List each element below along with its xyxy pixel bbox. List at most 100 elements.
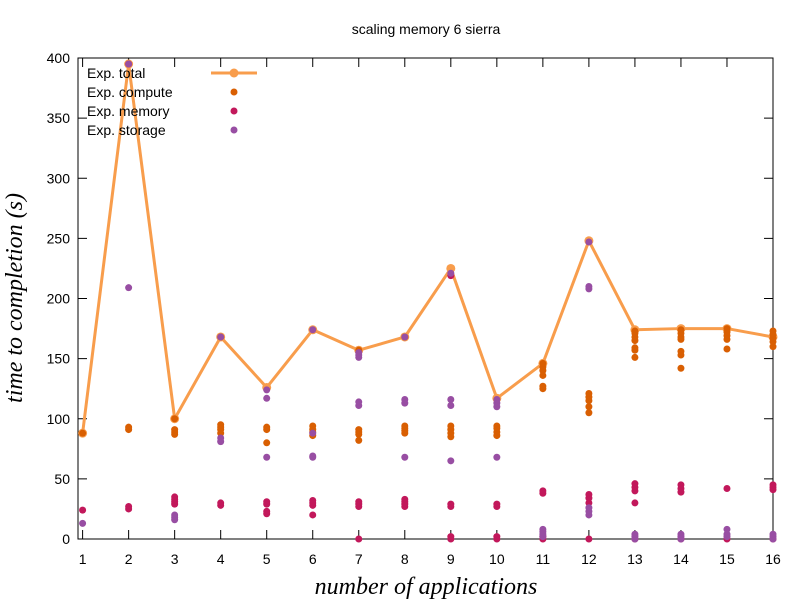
data-point xyxy=(769,481,777,489)
series-1 xyxy=(79,325,777,447)
y-tick-label: 100 xyxy=(47,411,71,427)
legend-swatch xyxy=(229,68,239,78)
data-point xyxy=(355,349,363,357)
data-point xyxy=(263,453,271,461)
data-point xyxy=(631,327,639,335)
x-tick-label: 6 xyxy=(309,551,317,567)
data-point xyxy=(263,423,271,431)
data-point xyxy=(447,269,455,277)
x-tick-label: 13 xyxy=(627,551,643,567)
data-point xyxy=(79,519,87,527)
data-point xyxy=(79,429,87,437)
y-tick-label: 250 xyxy=(47,230,71,246)
data-point xyxy=(539,487,547,495)
data-point xyxy=(585,499,593,507)
x-tick-label: 9 xyxy=(447,551,455,567)
data-point xyxy=(585,389,593,397)
data-point xyxy=(539,382,547,390)
chart-title: scaling memory 6 sierra xyxy=(352,21,501,37)
y-axis-label: time to completion (s) xyxy=(2,193,28,403)
series-3 xyxy=(79,60,777,543)
y-tick-label: 200 xyxy=(47,291,71,307)
x-tick-label: 10 xyxy=(489,551,505,567)
data-point xyxy=(447,457,455,465)
plot-frame xyxy=(77,57,774,540)
data-point xyxy=(309,511,317,519)
data-point xyxy=(401,495,409,503)
data-point xyxy=(355,398,363,406)
x-tick-label: 14 xyxy=(673,551,689,567)
data-point xyxy=(585,504,593,512)
data-point xyxy=(79,506,87,514)
data-point xyxy=(447,500,455,508)
data-point xyxy=(585,282,593,290)
data-point xyxy=(217,333,225,341)
x-tick-label: 7 xyxy=(355,551,363,567)
data-point xyxy=(677,481,685,489)
data-point xyxy=(585,403,593,411)
data-point xyxy=(401,333,409,341)
data-point xyxy=(447,396,455,404)
data-point xyxy=(723,525,731,533)
legend-swatch xyxy=(230,126,238,134)
legend-label: Exp. memory xyxy=(87,103,169,119)
data-point xyxy=(401,396,409,404)
data-point xyxy=(217,434,225,442)
data-point xyxy=(493,533,501,541)
data-point xyxy=(723,325,731,333)
data-point xyxy=(769,530,777,538)
data-point xyxy=(263,507,271,515)
series-0 xyxy=(78,59,778,438)
plot-area xyxy=(78,59,778,543)
data-point xyxy=(263,498,271,506)
data-point xyxy=(493,500,501,508)
data-point xyxy=(125,423,133,431)
y-axis: 0 50 100 150 200 250 300 350 400 xyxy=(47,50,773,547)
data-point xyxy=(539,525,547,533)
data-point xyxy=(585,409,593,417)
data-point xyxy=(769,343,777,351)
data-point xyxy=(493,396,501,404)
legend-swatch xyxy=(230,107,238,115)
legend-swatch xyxy=(230,88,238,96)
data-point xyxy=(217,421,225,429)
x-tick-label: 3 xyxy=(171,551,179,567)
data-point xyxy=(677,326,685,334)
y-tick-label: 50 xyxy=(54,471,70,487)
data-point xyxy=(171,493,179,501)
data-point xyxy=(217,499,225,507)
y-tick-label: 150 xyxy=(47,351,71,367)
data-point xyxy=(171,511,179,519)
x-tick-label: 1 xyxy=(79,551,87,567)
x-axis-label: number of applications xyxy=(315,574,538,600)
data-point xyxy=(263,386,271,394)
data-point xyxy=(263,394,271,402)
y-tick-label: 350 xyxy=(47,110,71,126)
data-point xyxy=(447,533,455,541)
data-point xyxy=(631,344,639,352)
data-point xyxy=(493,453,501,461)
data-point xyxy=(355,436,363,444)
x-tick-label: 4 xyxy=(217,551,225,567)
data-point xyxy=(125,284,133,292)
data-point xyxy=(125,60,133,68)
data-point xyxy=(677,347,685,355)
x-tick-label: 8 xyxy=(401,551,409,567)
data-point xyxy=(447,422,455,430)
data-point xyxy=(355,498,363,506)
data-point xyxy=(309,429,317,437)
data-point xyxy=(493,422,501,430)
data-point xyxy=(769,327,777,335)
data-point xyxy=(401,422,409,430)
data-point xyxy=(447,402,455,410)
data-point xyxy=(125,503,133,511)
data-point xyxy=(263,439,271,447)
data-point xyxy=(355,535,363,543)
data-point xyxy=(585,535,593,543)
data-point xyxy=(309,497,317,505)
data-point xyxy=(355,426,363,434)
y-tick-label: 300 xyxy=(47,170,71,186)
data-point xyxy=(631,480,639,488)
data-point xyxy=(723,530,731,538)
